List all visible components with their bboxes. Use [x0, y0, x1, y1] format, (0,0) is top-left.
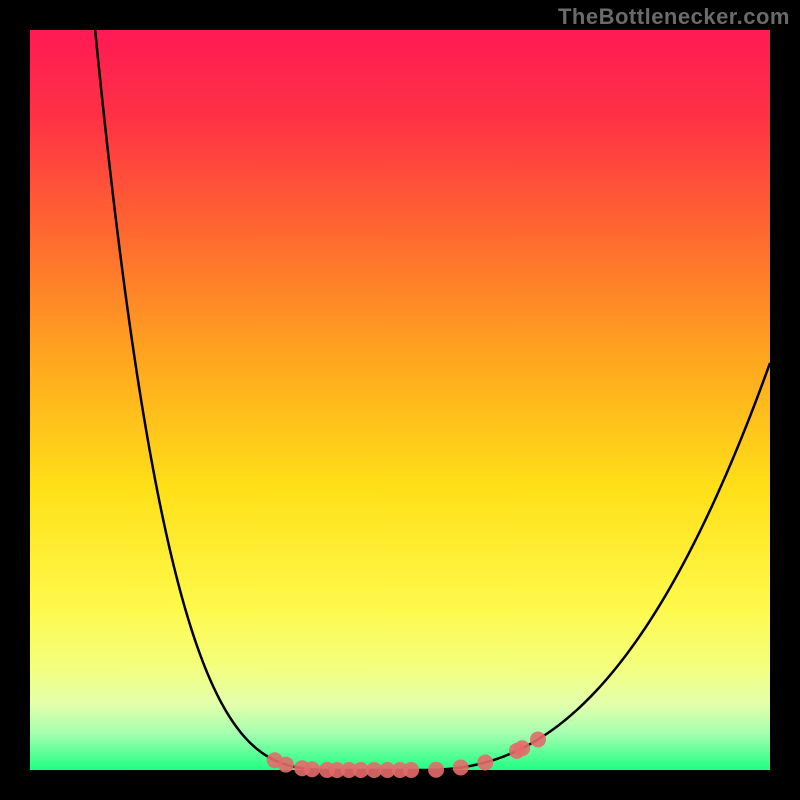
watermark-text: TheBottlenecker.com: [558, 4, 790, 30]
curve-marker: [477, 754, 493, 770]
chart-stage: TheBottlenecker.com: [0, 0, 800, 800]
bottleneck-chart-svg: [0, 0, 800, 800]
curve-marker: [453, 759, 469, 775]
curve-marker: [304, 761, 320, 777]
curve-marker: [514, 740, 530, 756]
curve-marker: [428, 762, 444, 778]
curve-marker: [278, 757, 294, 773]
curve-marker: [403, 762, 419, 778]
curve-marker: [530, 731, 546, 747]
